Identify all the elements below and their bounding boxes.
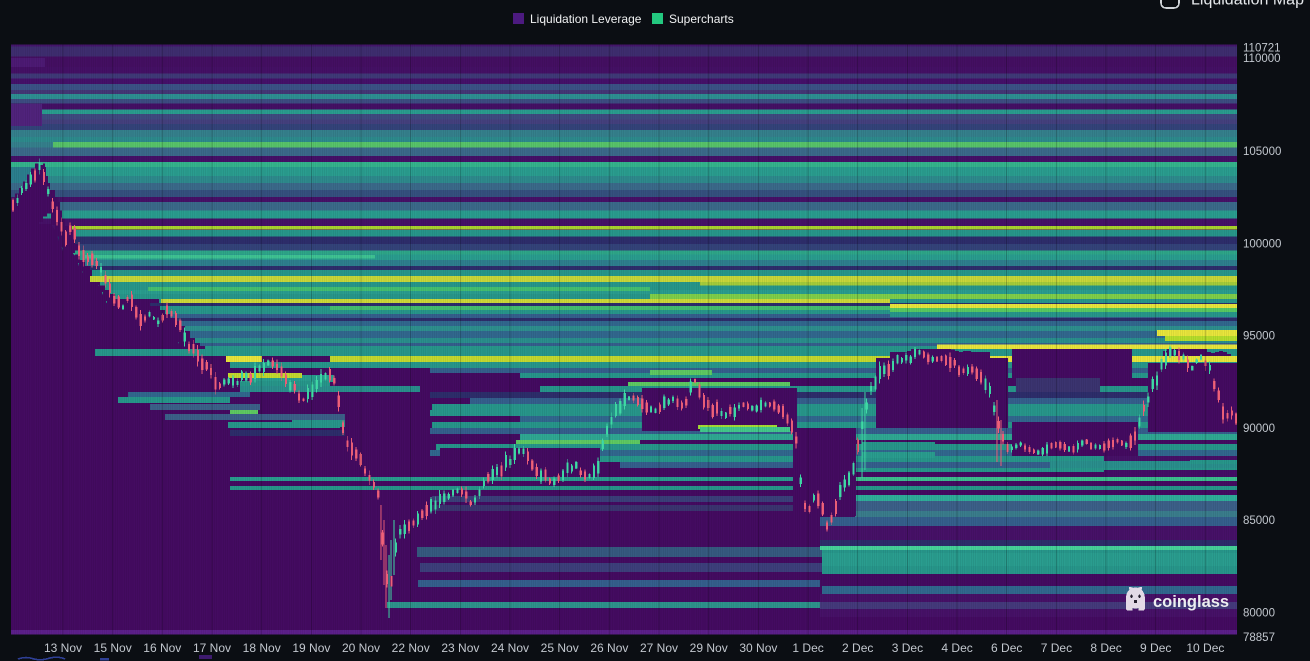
- svg-text:78857: 78857: [1243, 632, 1275, 644]
- svg-text:7 Dec: 7 Dec: [1041, 641, 1072, 655]
- svg-text:95000: 95000: [1243, 331, 1275, 343]
- svg-text:27 Nov: 27 Nov: [640, 641, 678, 655]
- svg-text:9 Dec: 9 Dec: [1140, 641, 1171, 655]
- svg-text:Liquidation Map: Liquidation Map: [1191, 0, 1304, 9]
- svg-text:25 Nov: 25 Nov: [541, 641, 579, 655]
- svg-text:18 Nov: 18 Nov: [243, 641, 281, 655]
- svg-text:17 Nov: 17 Nov: [193, 641, 231, 655]
- svg-text:100000: 100000: [1243, 238, 1281, 250]
- svg-text:80000: 80000: [1243, 608, 1275, 620]
- svg-text:10 Dec: 10 Dec: [1186, 641, 1224, 655]
- svg-text:23 Nov: 23 Nov: [441, 641, 479, 655]
- svg-text:22 Nov: 22 Nov: [392, 641, 430, 655]
- svg-text:110000: 110000: [1243, 53, 1281, 65]
- svg-text:6 Dec: 6 Dec: [991, 641, 1022, 655]
- svg-text:2 Dec: 2 Dec: [842, 641, 873, 655]
- svg-text:26 Nov: 26 Nov: [590, 641, 628, 655]
- svg-text:16 Nov: 16 Nov: [143, 641, 181, 655]
- svg-text:8 Dec: 8 Dec: [1090, 641, 1121, 655]
- svg-text:105000: 105000: [1243, 146, 1281, 158]
- svg-text:20 Nov: 20 Nov: [342, 641, 380, 655]
- svg-text:coinglass: coinglass: [1153, 593, 1229, 611]
- svg-text:Supercharts: Supercharts: [669, 12, 734, 26]
- svg-text:29 Nov: 29 Nov: [690, 641, 728, 655]
- svg-text:15 Nov: 15 Nov: [94, 641, 132, 655]
- svg-text:30 Nov: 30 Nov: [739, 641, 777, 655]
- svg-text:19 Nov: 19 Nov: [292, 641, 330, 655]
- svg-text:4 Dec: 4 Dec: [941, 641, 972, 655]
- svg-text:24 Nov: 24 Nov: [491, 641, 529, 655]
- svg-text:3 Dec: 3 Dec: [892, 641, 923, 655]
- svg-text:85000: 85000: [1243, 515, 1275, 527]
- svg-text:1 Dec: 1 Dec: [792, 641, 823, 655]
- svg-text:90000: 90000: [1243, 423, 1275, 435]
- svg-text:13 Nov: 13 Nov: [44, 641, 82, 655]
- svg-text:Liquidation Leverage: Liquidation Leverage: [530, 12, 642, 26]
- svg-text:110721: 110721: [1243, 43, 1281, 55]
